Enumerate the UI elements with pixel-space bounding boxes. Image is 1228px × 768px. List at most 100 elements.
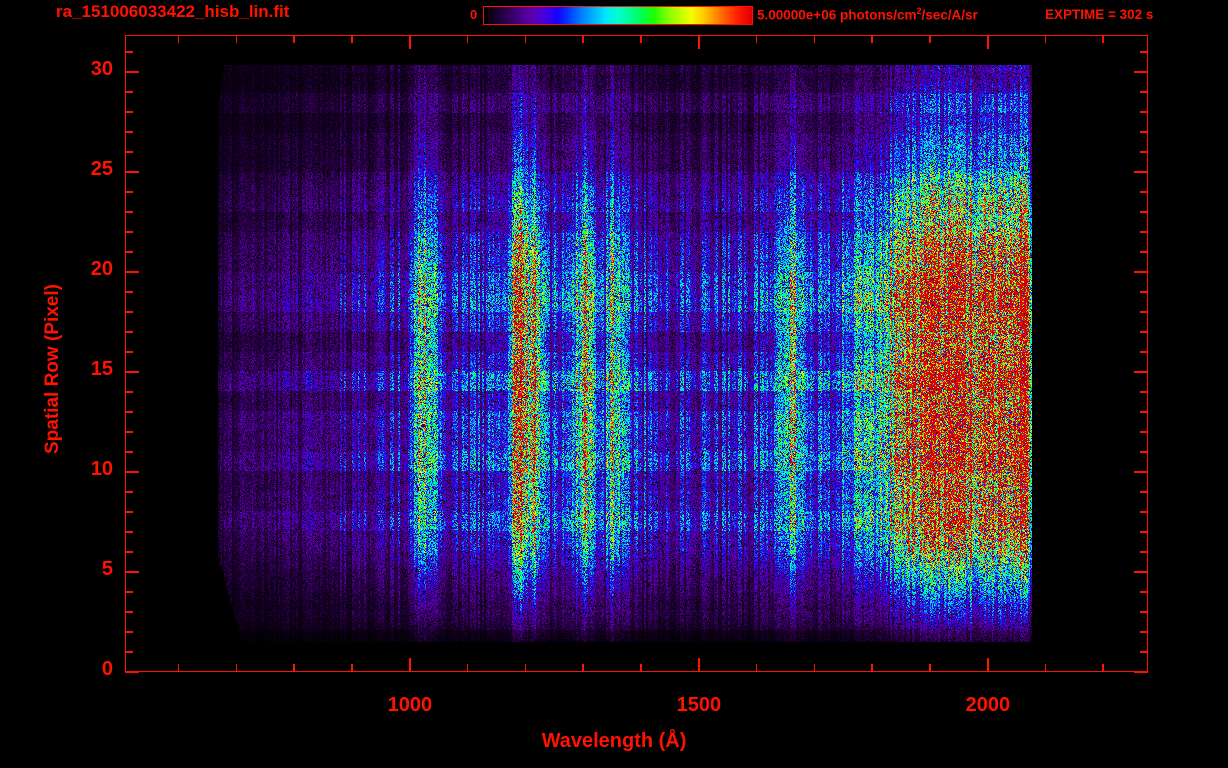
y-minor-tick-right: [1140, 151, 1148, 153]
y-tick-label: 30: [90, 58, 113, 80]
x-minor-tick: [929, 664, 931, 672]
x-minor-tick: [755, 664, 758, 672]
x-minor-tick-top: [1044, 35, 1047, 43]
y-minor-tick: [125, 311, 133, 313]
y-minor-tick-right: [1140, 591, 1148, 593]
y-minor-tick: [125, 151, 133, 153]
y-minor-tick: [125, 231, 133, 233]
y-major-tick: [125, 471, 139, 473]
x-minor-tick: [1102, 664, 1104, 672]
x-minor-tick-top: [871, 35, 873, 43]
y-minor-tick-right: [1140, 311, 1148, 313]
y-minor-tick-right: [1140, 411, 1148, 413]
y-major-tick-right: [1134, 471, 1148, 473]
y-major-tick: [125, 371, 139, 373]
x-minor-tick: [466, 664, 469, 672]
x-axis-title: Wavelength (Å): [541, 730, 687, 752]
y-major-tick-right: [1134, 71, 1148, 73]
colorbar-max-exponent: 2: [916, 6, 922, 16]
y-minor-tick-right: [1140, 231, 1148, 233]
y-major-tick-right: [1134, 571, 1148, 573]
y-minor-tick: [125, 351, 133, 353]
x-major-tick-top: [408, 35, 411, 49]
y-minor-tick: [125, 91, 133, 93]
y-major-tick: [125, 71, 139, 73]
y-minor-tick-right: [1140, 291, 1148, 293]
y-minor-tick-right: [1140, 91, 1148, 93]
y-minor-tick-right: [1140, 651, 1148, 653]
y-minor-tick: [125, 451, 133, 453]
colorbar-max-units: /sec/A/sr: [921, 7, 978, 23]
y-minor-tick: [125, 431, 133, 433]
x-minor-tick-top: [351, 35, 353, 43]
y-minor-tick: [125, 211, 133, 213]
y-axis-title: Spatial Row (Pixel): [42, 283, 63, 454]
x-tick-label: 1500: [676, 694, 722, 716]
y-minor-tick: [125, 131, 133, 133]
x-minor-tick: [524, 664, 527, 672]
x-minor-tick-top: [235, 35, 238, 43]
y-major-tick: [125, 571, 139, 573]
y-minor-tick-right: [1140, 351, 1148, 353]
x-minor-tick: [177, 664, 180, 672]
y-tick-label: 20: [90, 258, 113, 280]
y-minor-tick: [125, 251, 133, 253]
y-minor-tick-right: [1140, 131, 1148, 133]
file-title: ra_151006033422_hisb_lin.fit: [56, 2, 290, 21]
x-minor-tick: [640, 664, 642, 672]
y-tick-label: 5: [101, 558, 113, 580]
x-minor-tick: [235, 664, 238, 672]
y-tick-label: 10: [90, 458, 113, 480]
y-minor-tick-right: [1140, 511, 1148, 513]
y-major-tick-right: [1134, 171, 1148, 173]
y-minor-tick-right: [1140, 191, 1148, 193]
y-major-tick-right: [1134, 271, 1148, 273]
y-minor-tick-right: [1140, 611, 1148, 613]
y-tick-label: 15: [90, 358, 113, 380]
x-minor-tick-top: [582, 35, 584, 43]
y-minor-tick: [125, 591, 133, 593]
colorbar-min-label: 0: [470, 7, 478, 22]
x-minor-tick-top: [293, 35, 295, 43]
exposure-time-label: EXPTIME = 302 s: [1045, 7, 1154, 22]
y-minor-tick-right: [1140, 451, 1148, 453]
colorbar-gradient: [484, 7, 752, 24]
y-minor-tick: [125, 491, 133, 493]
y-minor-tick: [125, 51, 133, 53]
y-major-tick: [125, 671, 139, 673]
y-minor-tick-right: [1140, 211, 1148, 213]
y-minor-tick-right: [1140, 431, 1148, 433]
x-minor-tick: [1044, 664, 1047, 672]
y-minor-tick: [125, 531, 133, 533]
spectrogram-image: [126, 36, 1146, 670]
y-minor-tick: [125, 331, 133, 333]
y-major-tick-right: [1134, 371, 1148, 373]
x-major-tick: [697, 658, 700, 672]
x-tick-label: 2000: [965, 694, 1011, 716]
x-minor-tick: [293, 664, 295, 672]
y-minor-tick: [125, 111, 133, 113]
x-minor-tick: [813, 664, 815, 672]
y-minor-tick-right: [1140, 631, 1148, 633]
colorbar: [483, 6, 753, 25]
y-minor-tick-right: [1140, 391, 1148, 393]
y-minor-tick-right: [1140, 531, 1148, 533]
plot-frame: [125, 35, 1148, 672]
colorbar-max-label: 5.00000e+06 photons/cm2/sec/A/sr: [757, 6, 978, 23]
x-minor-tick-top: [813, 35, 815, 43]
y-minor-tick: [125, 651, 133, 653]
y-minor-tick: [125, 391, 133, 393]
y-minor-tick: [125, 551, 133, 553]
y-minor-tick-right: [1140, 251, 1148, 253]
y-minor-tick-right: [1140, 331, 1148, 333]
x-minor-tick-top: [755, 35, 758, 43]
y-minor-tick: [125, 611, 133, 613]
x-minor-tick-top: [640, 35, 642, 43]
y-minor-tick: [125, 411, 133, 413]
header-bar: ra_151006033422_hisb_lin.fit 0 5.00000e+…: [0, 0, 1228, 30]
y-minor-tick: [125, 191, 133, 193]
y-minor-tick-right: [1140, 111, 1148, 113]
y-major-tick: [125, 171, 139, 173]
colorbar-max-value: 5.00000e+06 photons/cm: [757, 7, 917, 23]
